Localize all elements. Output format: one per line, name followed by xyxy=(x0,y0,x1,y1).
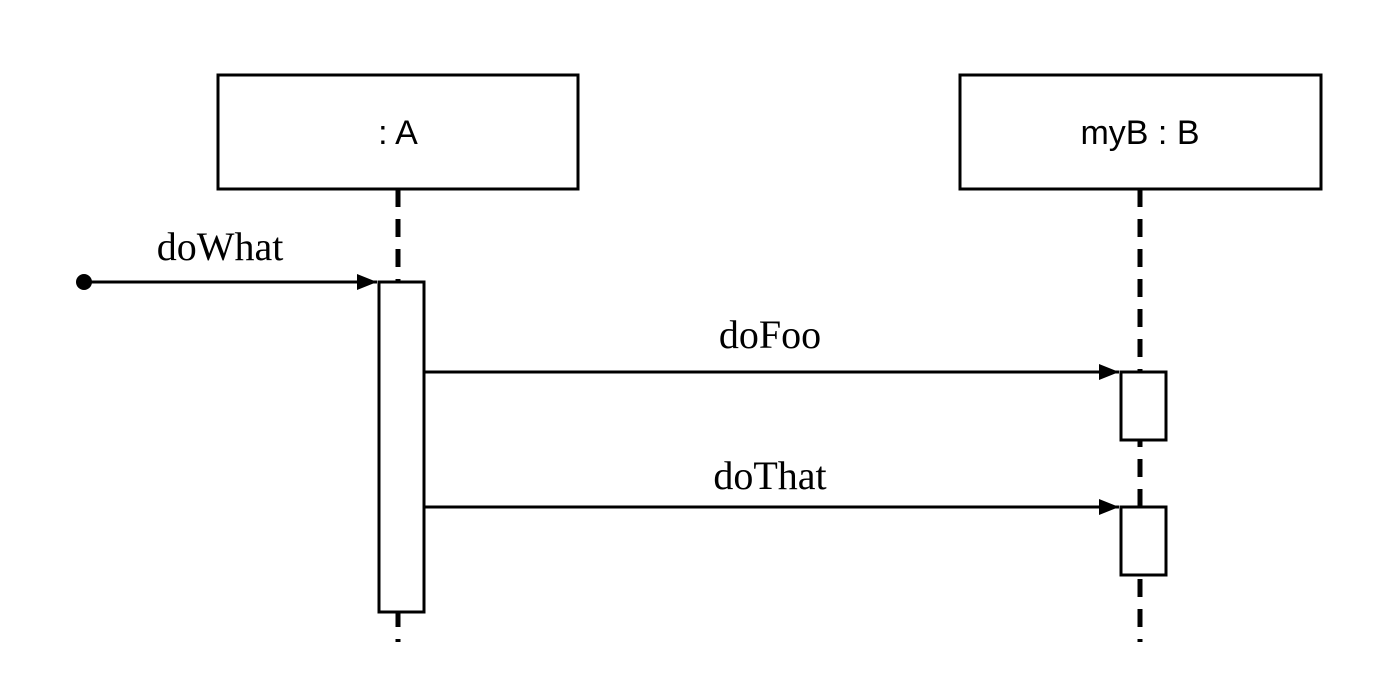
message-label-dowhat: doWhat xyxy=(157,224,284,269)
message-dofoo: doFoo xyxy=(424,312,1119,380)
activation-bar-b-dofoo xyxy=(1119,370,1168,442)
lifeline-a: : A xyxy=(216,73,580,642)
message-label-dothat: doThat xyxy=(713,453,826,498)
activation-bar-b-dothat xyxy=(1119,505,1168,577)
message-dowhat: doWhat xyxy=(76,224,377,290)
object-label-b: myB : B xyxy=(1080,114,1199,152)
message-label-dofoo: doFoo xyxy=(719,312,821,357)
activation-bar-a xyxy=(377,280,426,614)
object-label-a: : A xyxy=(378,114,418,152)
object-box-a xyxy=(216,73,580,191)
message-dothat: doThat xyxy=(424,453,1119,515)
